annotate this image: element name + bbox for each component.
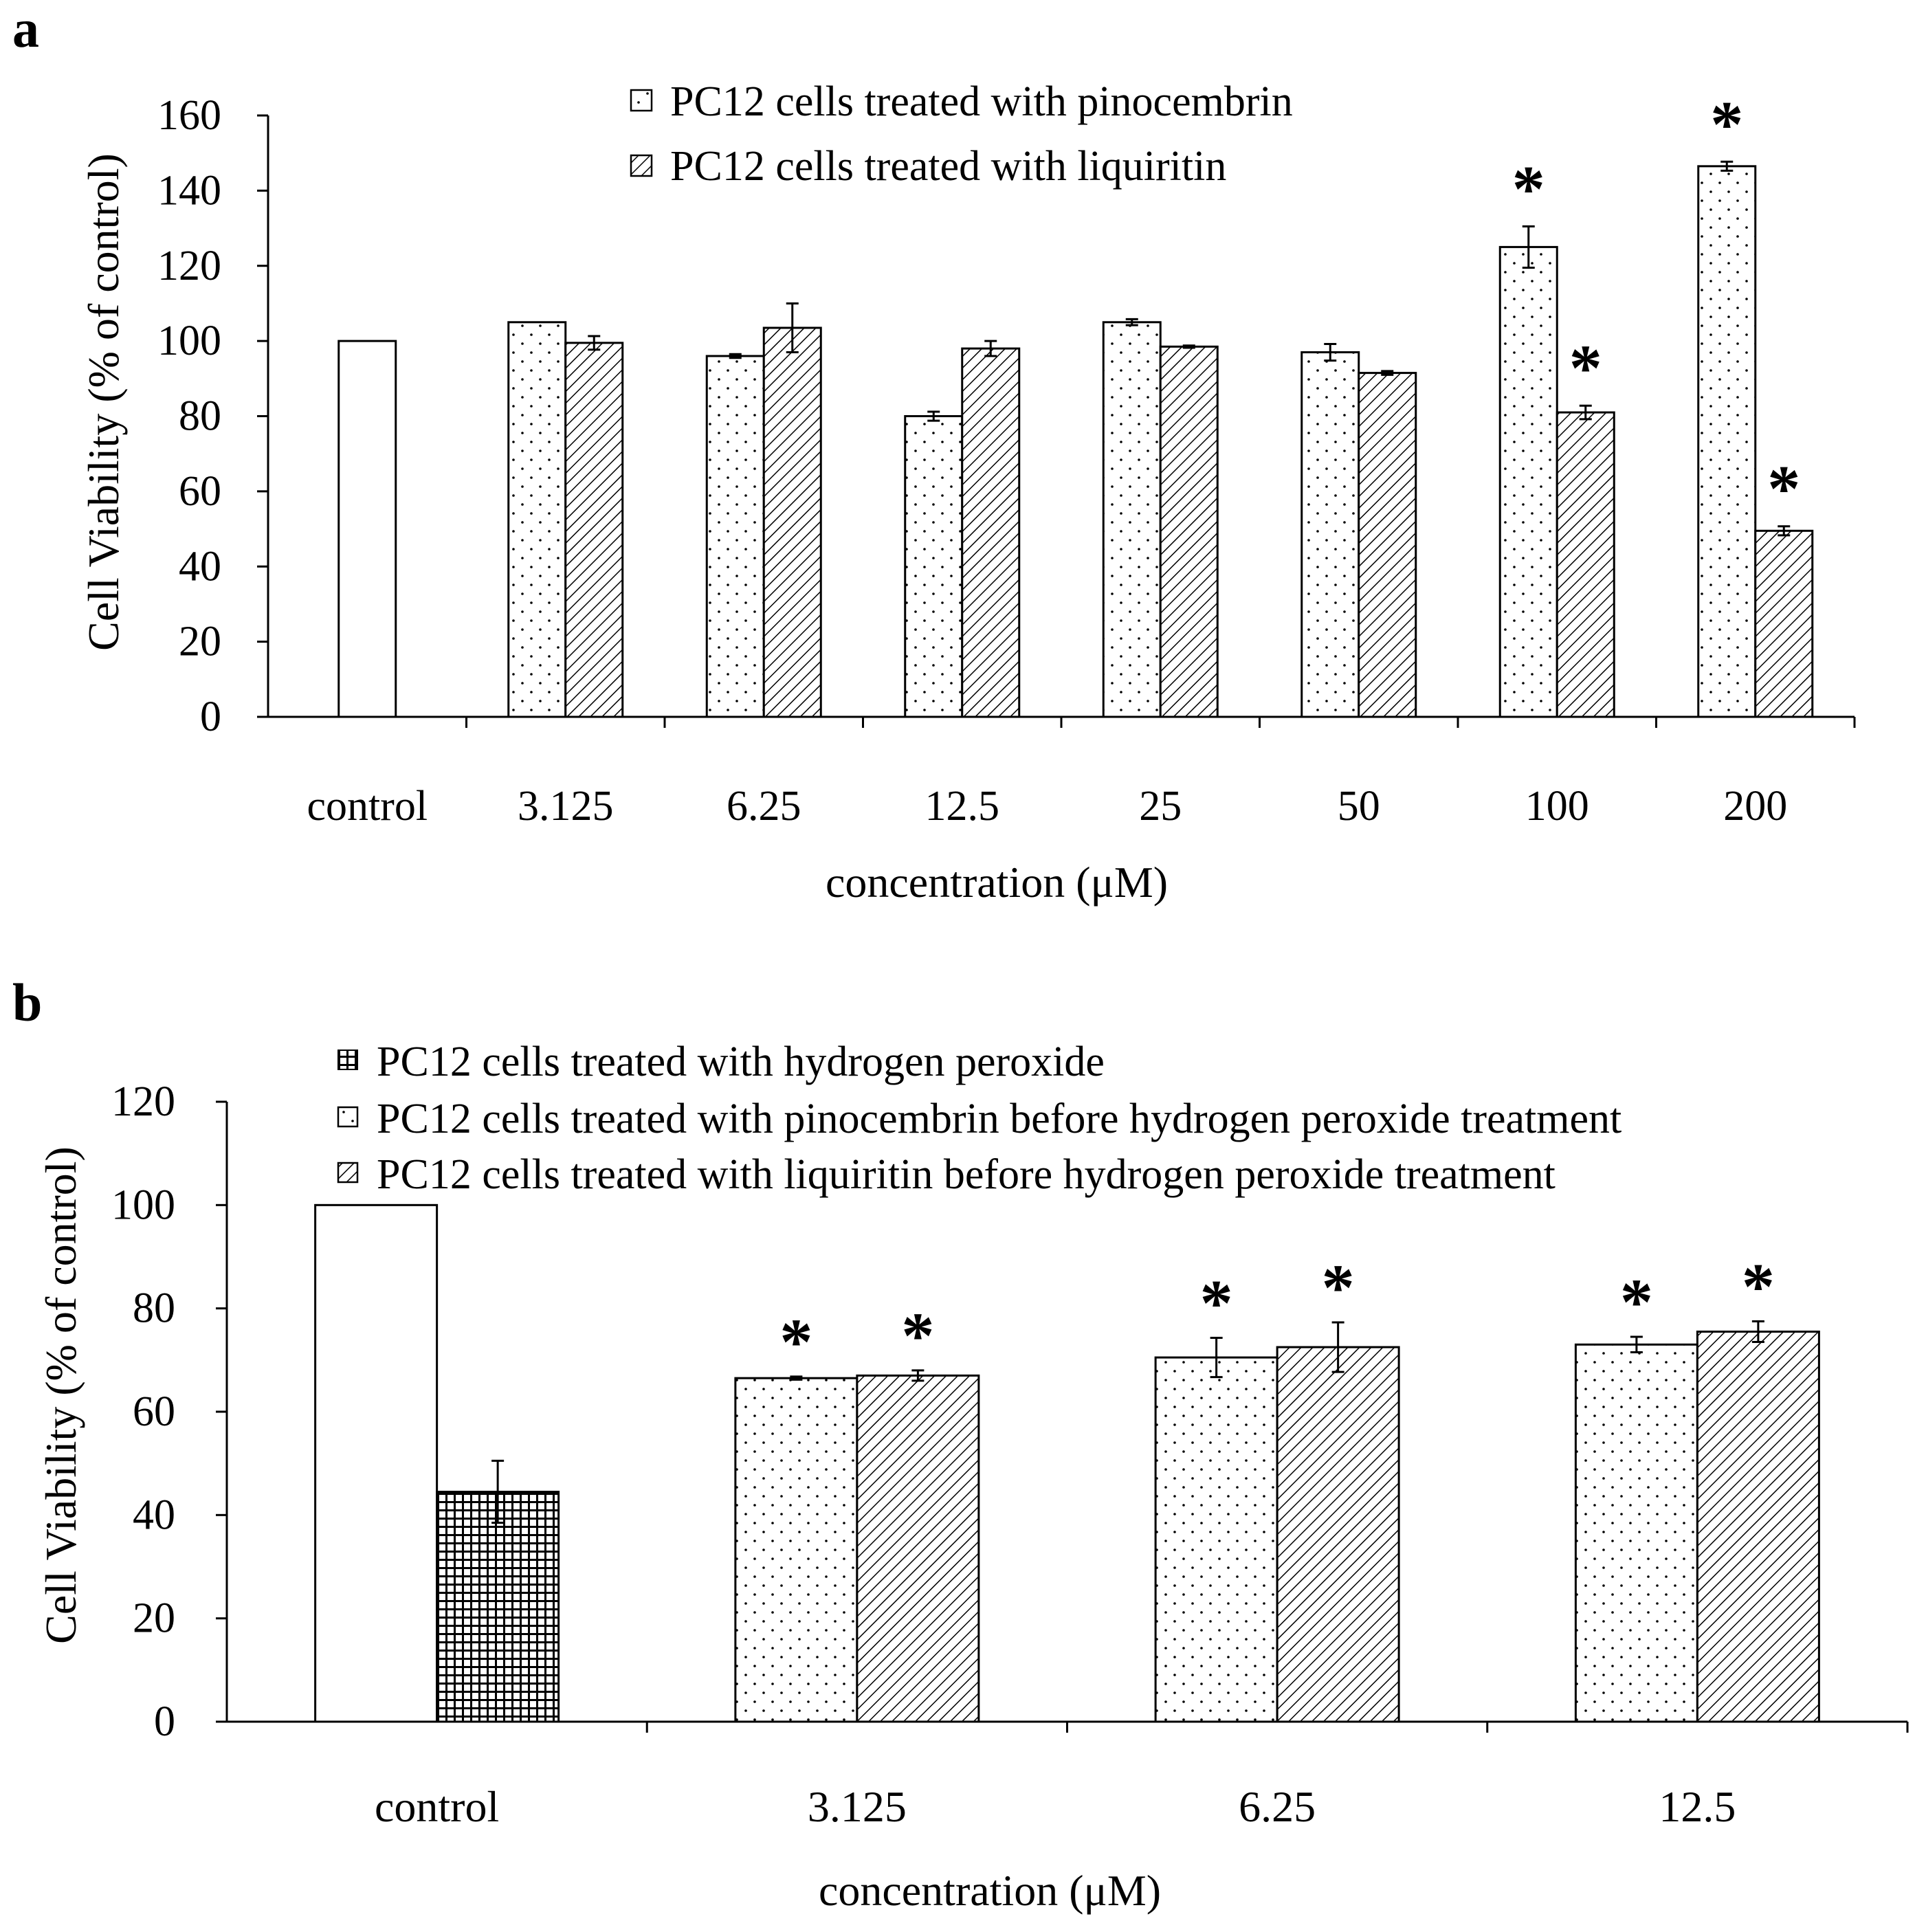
- significance-star: *: [901, 1299, 934, 1373]
- panel-b-yticks: 0 20 40 60 80 100 120: [111, 1078, 227, 1745]
- bar: [856, 1374, 980, 1723]
- panel-a-ylabel: Cell Viability (% of control): [79, 153, 128, 651]
- ytick-label: 20: [133, 1595, 175, 1642]
- bar: [904, 415, 964, 718]
- xtick-label: control: [375, 1782, 499, 1831]
- significance-star: *: [779, 1305, 812, 1379]
- bar: [705, 355, 765, 718]
- bar: [1300, 351, 1360, 718]
- legend-label-liquiritin-h2o2: PC12 cells treated with liquiritin befor…: [377, 1151, 1556, 1198]
- bar: [1574, 1343, 1698, 1723]
- bar: [564, 342, 624, 718]
- panel-a-stars: * * * *: [1512, 87, 1801, 525]
- panel-b-ylabel: Cell Viability (% of control): [36, 1146, 85, 1644]
- legend-swatch-liquiritin: [630, 154, 653, 177]
- panel-a-bars: [337, 165, 1814, 718]
- bar: [1696, 1330, 1820, 1723]
- ytick-label: 120: [157, 243, 221, 289]
- panel-b-stars: * * * * * *: [779, 1250, 1775, 1378]
- panel-b: b Cell Viability (% of control) 0 20 40 60 8…: [12, 973, 1909, 1915]
- bar: [961, 347, 1021, 718]
- legend-swatch-pinocembrin: [630, 89, 653, 112]
- xtick-label: 3.125: [808, 1782, 907, 1831]
- panel-a-errorbars: [588, 160, 1791, 537]
- panel-a-legend: PC12 cells treated with pinocembrin PC12…: [630, 78, 1293, 190]
- significance-star: *: [1742, 1250, 1775, 1323]
- legend-label-pinocembrin-h2o2: PC12 cells treated with pinocembrin befo…: [377, 1096, 1621, 1142]
- ytick-label: 60: [179, 468, 221, 515]
- panel-a-xlabel: concentration (μM): [826, 858, 1168, 907]
- ytick-label: 60: [133, 1388, 175, 1435]
- ytick-label: 120: [111, 1078, 175, 1125]
- panel-b-errorbars: [491, 1320, 1764, 1524]
- legend-swatch-pinocembrin-h2o2: [337, 1106, 359, 1128]
- xtick-label: control: [307, 783, 428, 830]
- ytick-label: 140: [157, 167, 221, 214]
- bar: [314, 1203, 439, 1723]
- significance-star: *: [1322, 1251, 1355, 1324]
- ytick-label: 0: [154, 1698, 175, 1745]
- xtick-label: 6.25: [1239, 1782, 1316, 1831]
- bar: [1102, 321, 1162, 718]
- ytick-label: 160: [157, 92, 221, 139]
- legend-label-liquiritin: PC12 cells treated with liquiritin: [670, 143, 1226, 190]
- ytick-label: 40: [133, 1491, 175, 1538]
- bar: [1556, 411, 1615, 718]
- xtick-label: 200: [1723, 783, 1787, 830]
- bar: [1358, 372, 1417, 718]
- xtick-label: 25: [1139, 783, 1182, 830]
- significance-star: *: [1200, 1267, 1233, 1340]
- panel-b-xticks: [645, 1722, 1909, 1733]
- panel-b-xticklabels: control 3.125 6.25 12.5: [375, 1782, 1736, 1831]
- bar: [762, 326, 822, 718]
- panel-a-xticks: [465, 717, 1856, 728]
- significance-star: *: [1767, 452, 1800, 526]
- legend-swatch-liquiritin-h2o2: [337, 1162, 359, 1184]
- bar: [1697, 165, 1757, 718]
- legend-swatch-hydrogen-peroxide: [337, 1050, 358, 1070]
- xtick-label: 12.5: [925, 783, 1000, 830]
- ytick-label: 100: [111, 1181, 175, 1228]
- bar: [337, 340, 397, 718]
- bar: [1154, 1356, 1279, 1723]
- xtick-label: 12.5: [1659, 1782, 1736, 1831]
- bar: [1159, 345, 1219, 718]
- legend-label-pinocembrin: PC12 cells treated with pinocembrin: [670, 78, 1293, 125]
- significance-star: *: [1569, 331, 1602, 405]
- xtick-label: 50: [1338, 783, 1380, 830]
- legend-label-hydrogen-peroxide: PC12 cells treated with hydrogen peroxid…: [377, 1039, 1105, 1085]
- significance-star: *: [1620, 1265, 1653, 1339]
- ytick-label: 100: [157, 318, 221, 364]
- ytick-label: 0: [200, 693, 221, 740]
- bar: [1276, 1346, 1400, 1723]
- xtick-label: 6.25: [727, 783, 801, 830]
- panel-b-legend: PC12 cells treated with hydrogen peroxid…: [337, 1039, 1621, 1198]
- bar: [734, 1377, 859, 1723]
- significance-star: *: [1512, 152, 1545, 225]
- bar: [1754, 529, 1814, 718]
- bar: [1498, 245, 1558, 718]
- bar: [507, 321, 567, 718]
- panel-b-bars: [314, 1203, 1820, 1723]
- xtick-label: 100: [1525, 783, 1589, 830]
- panel-a: a Cell Viability (% of control) 0 20 40 60 8…: [12, 0, 1856, 907]
- bar: [436, 1491, 560, 1723]
- ytick-label: 80: [179, 393, 221, 440]
- significance-star: *: [1710, 87, 1743, 161]
- panel-a-letter: a: [12, 0, 39, 58]
- xtick-label: 3.125: [518, 783, 614, 830]
- ytick-label: 80: [133, 1285, 175, 1332]
- panel-b-letter: b: [12, 973, 42, 1032]
- ytick-label: 40: [179, 543, 221, 590]
- panel-a-xticklabels: control 3.125 6.25 12.5 25 50 100 200: [307, 783, 1787, 830]
- ytick-label: 20: [179, 619, 221, 665]
- panel-a-yticks: 0 20 40 60 80 100 120 140 160: [157, 92, 268, 740]
- panel-b-xlabel: concentration (μM): [819, 1866, 1161, 1915]
